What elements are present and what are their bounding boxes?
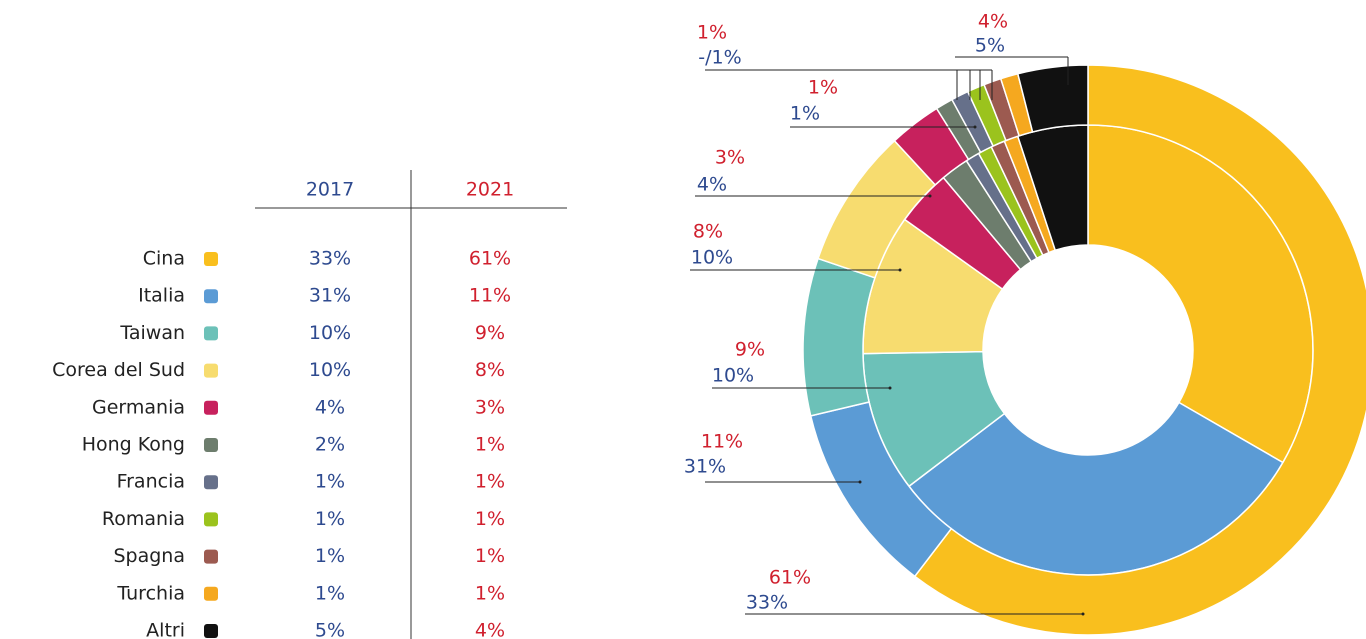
- cell-value: 31%: [309, 285, 351, 307]
- cell-value: 1%: [475, 471, 505, 493]
- cell-value: 1%: [475, 434, 505, 456]
- row-label: Altri: [146, 620, 185, 639]
- swatch: [204, 586, 218, 601]
- cell-value: 4%: [475, 620, 505, 639]
- callout-2017: 10%: [712, 365, 754, 387]
- cell-value: 10%: [309, 359, 351, 381]
- leader-dot: [858, 480, 862, 484]
- donut-slice: [913, 64, 1366, 636]
- swatch: [204, 252, 218, 266]
- callout-2021: 8%: [693, 221, 723, 243]
- row-label: Romania: [102, 508, 185, 530]
- callout-2017: 31%: [684, 456, 726, 478]
- cell-value: 1%: [475, 508, 505, 530]
- callout-2021: 3%: [715, 147, 745, 169]
- cell-value: 1%: [315, 471, 345, 493]
- callout-2021: 11%: [701, 431, 743, 453]
- callout-2017: 1%: [790, 103, 820, 125]
- leader-dot: [1081, 612, 1085, 616]
- column-header: 2021: [466, 179, 514, 201]
- cell-value: 1%: [315, 545, 345, 567]
- leader-dot: [898, 268, 902, 272]
- callout-2017: -/1%: [698, 47, 741, 69]
- cell-value: 1%: [315, 582, 345, 604]
- cell-value: 10%: [309, 322, 351, 344]
- cell-value: 1%: [475, 582, 505, 604]
- swatch: [204, 549, 218, 564]
- cell-value: 3%: [475, 396, 505, 418]
- column-header: 2017: [306, 179, 354, 201]
- row-label: Taiwan: [119, 322, 185, 344]
- cell-value: 61%: [469, 248, 511, 270]
- swatch: [204, 363, 218, 378]
- row-label: Cina: [143, 248, 185, 270]
- cell-value: 8%: [475, 359, 505, 381]
- row-label: Corea del Sud: [52, 359, 185, 381]
- cell-value: 1%: [475, 545, 505, 567]
- callout-2021: 1%: [697, 22, 727, 44]
- callout-2017: 10%: [691, 247, 733, 269]
- cell-value: 5%: [315, 620, 345, 639]
- callout-2017: 33%: [746, 592, 788, 614]
- swatch: [204, 475, 218, 490]
- row-label: Italia: [138, 285, 185, 307]
- swatch: [204, 326, 218, 341]
- callout-2021: 61%: [769, 567, 811, 589]
- cell-value: 1%: [315, 508, 345, 530]
- cell-value: 4%: [315, 396, 345, 418]
- row-label: Spagna: [113, 545, 185, 567]
- swatch: [204, 289, 218, 304]
- leader-dot: [928, 194, 932, 198]
- swatch: [204, 624, 218, 638]
- leader-dot: [973, 125, 977, 129]
- leader-dot: [888, 386, 892, 390]
- callout-2021: 9%: [735, 339, 765, 361]
- donut-slice: [1016, 64, 1089, 133]
- callout-2021: 1%: [808, 77, 838, 99]
- cell-value: 9%: [475, 322, 505, 344]
- swatch: [204, 400, 218, 415]
- cell-value: 11%: [469, 285, 511, 307]
- callout-2017: 4%: [697, 174, 727, 196]
- cell-value: 2%: [315, 434, 345, 456]
- cell-value: 33%: [309, 248, 351, 270]
- swatch: [204, 512, 218, 527]
- callout-2021: 4%: [978, 11, 1008, 33]
- row-label: Francia: [117, 471, 185, 493]
- row-label: Turchia: [116, 582, 185, 604]
- row-label: Germania: [92, 396, 185, 418]
- row-label: Hong Kong: [82, 434, 185, 456]
- callout-2017: 5%: [975, 35, 1005, 57]
- swatch: [204, 438, 218, 452]
